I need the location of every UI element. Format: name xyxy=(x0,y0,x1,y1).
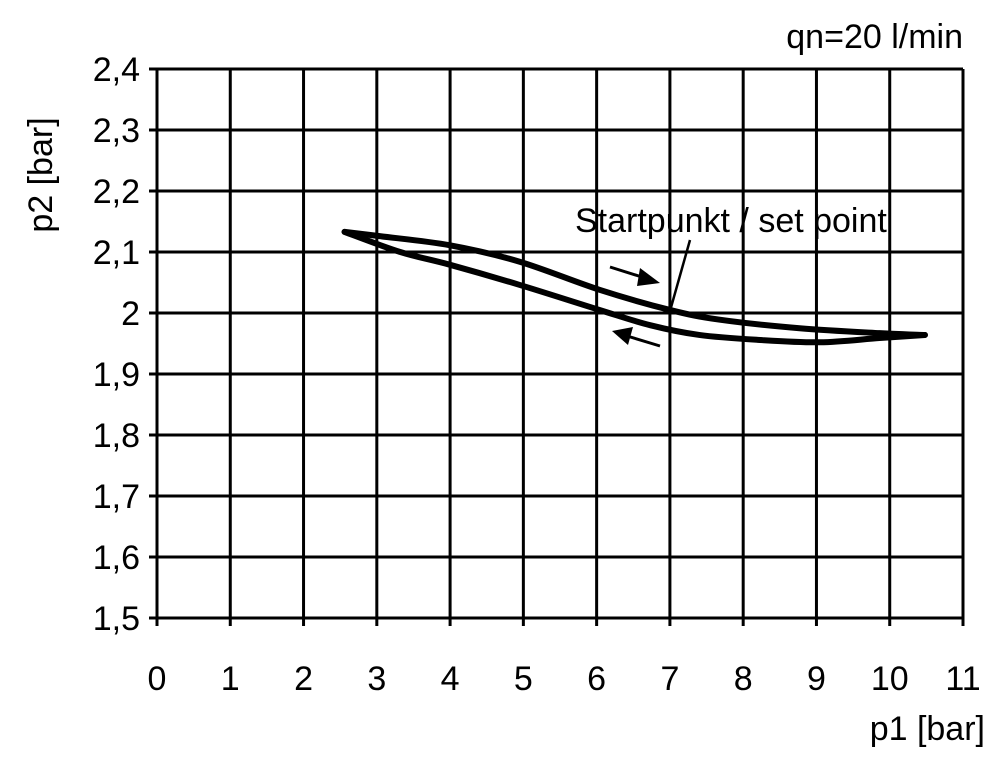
grid xyxy=(149,67,965,626)
x-tick-label: 9 xyxy=(807,660,826,698)
x-tick-label: 6 xyxy=(587,660,606,698)
x-tick-label: 4 xyxy=(441,660,460,698)
tick-labels: 0 1 2 3 4 5 6 7 8 9 10 11 1,5 1,6 1,7 1,8 1,9 2 2,1 2,2 2,3 2… xyxy=(93,51,981,698)
x-tick-label: 8 xyxy=(734,660,753,698)
y-tick-label: 1,5 xyxy=(93,600,140,638)
curves xyxy=(341,228,928,346)
y-axis-label: p2 [bar] xyxy=(22,117,60,232)
set-point-leader-line xyxy=(668,239,692,312)
curve-decreasing xyxy=(341,228,928,346)
arrow-increasing-icon xyxy=(609,265,660,286)
set-point-label: Startpunkt / set point xyxy=(575,202,887,240)
y-tick-label: 2,2 xyxy=(93,173,140,211)
x-tick-label: 10 xyxy=(871,660,909,698)
y-tick-label: 1,8 xyxy=(93,417,140,455)
curve-increasing xyxy=(341,228,928,338)
arrow-decreasing-icon xyxy=(612,327,661,348)
x-tick-label: 2 xyxy=(294,660,313,698)
x-tick-label: 0 xyxy=(148,660,167,698)
x-tick-label: 5 xyxy=(514,660,533,698)
y-tick-label: 1,9 xyxy=(93,356,140,394)
y-tick-label: 1,6 xyxy=(93,539,140,577)
qn-annotation: qn=20 l/min xyxy=(786,18,963,56)
x-tick-label: 1 xyxy=(221,660,240,698)
y-tick-label: 2,1 xyxy=(93,234,140,272)
y-tick-label: 2,4 xyxy=(93,51,140,89)
y-tick-label: 1,7 xyxy=(93,478,140,516)
y-tick-label: 2,3 xyxy=(93,112,140,150)
y-tick-label: 2 xyxy=(121,295,140,333)
x-axis-label: p1 [bar] xyxy=(870,710,985,748)
x-tick-label: 7 xyxy=(660,660,679,698)
x-tick-label: 3 xyxy=(367,660,386,698)
x-tick-label: 11 xyxy=(945,660,980,698)
